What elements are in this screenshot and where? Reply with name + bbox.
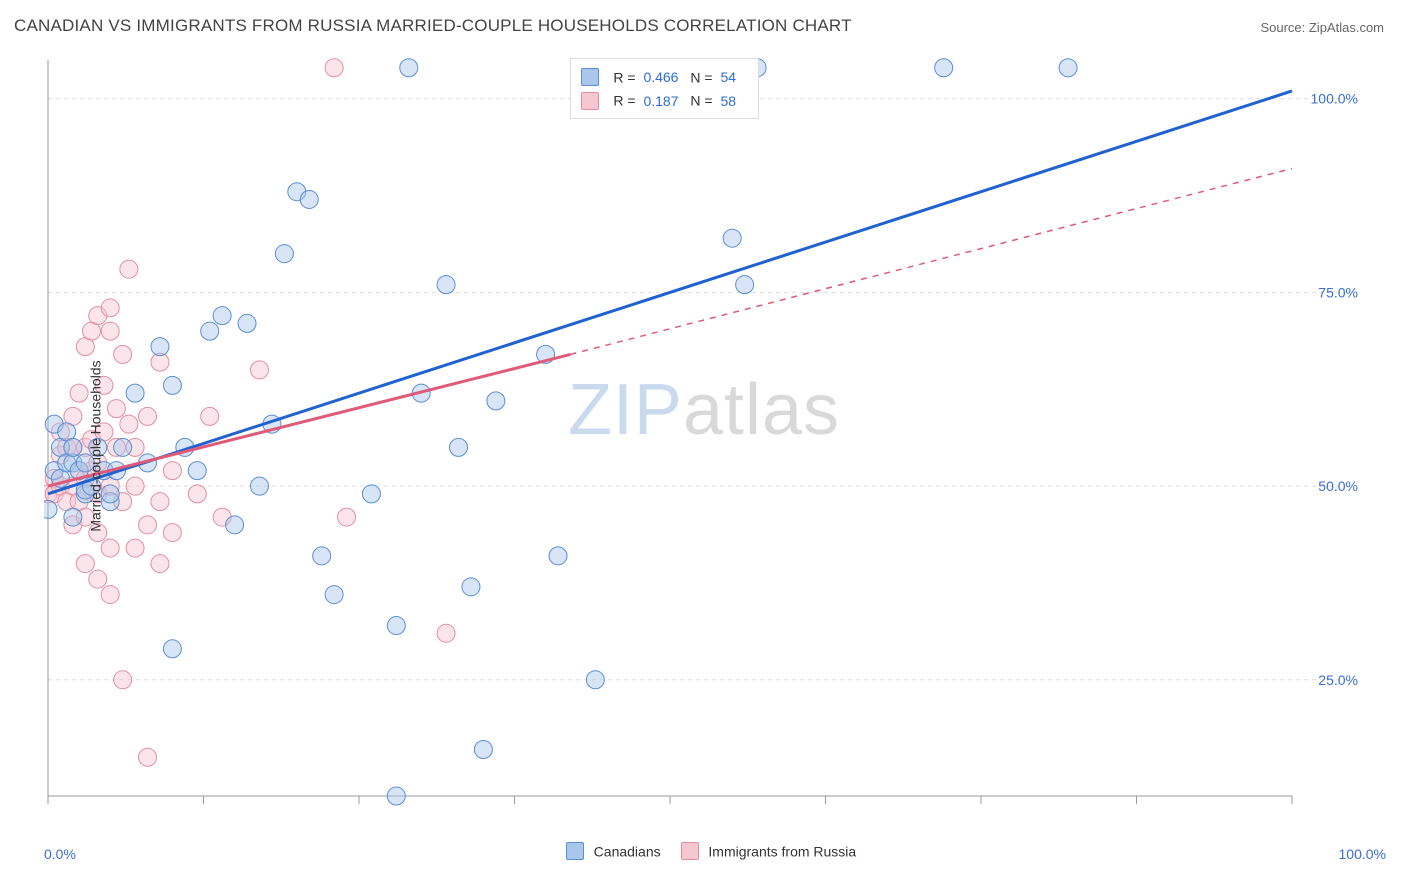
svg-text:100.0%: 100.0%: [1311, 91, 1358, 107]
n-label-2: N =: [690, 93, 712, 109]
svg-text:25.0%: 25.0%: [1318, 672, 1358, 688]
x-tick-max: 100.0%: [1339, 846, 1386, 862]
n-label: N =: [690, 69, 712, 85]
svg-text:75.0%: 75.0%: [1318, 284, 1358, 300]
stats-box: R = 0.466 N = 54 R = 0.187 N = 58: [570, 58, 759, 119]
r-value-blue: 0.466: [643, 69, 678, 85]
r-label: R =: [613, 69, 635, 85]
bottom-legend: Canadians Immigrants from Russia: [0, 842, 1406, 860]
x-tick-min: 0.0%: [44, 846, 76, 862]
legend-swatch-blue: [566, 842, 584, 860]
y-axis-label: Married-couple Households: [88, 360, 104, 531]
n-value-pink: 58: [720, 93, 736, 109]
legend-label-canadians: Canadians: [594, 843, 661, 859]
legend-swatch-pink: [681, 842, 699, 860]
stats-row-blue: R = 0.466 N = 54: [581, 65, 744, 88]
stats-row-pink: R = 0.187 N = 58: [581, 88, 744, 111]
svg-text:50.0%: 50.0%: [1318, 478, 1358, 494]
swatch-blue: [581, 68, 599, 86]
swatch-pink: [581, 92, 599, 110]
legend-label-russia: Immigrants from Russia: [708, 843, 856, 859]
source-attribution: Source: ZipAtlas.com: [1260, 20, 1384, 35]
r-label-2: R =: [613, 93, 635, 109]
chart-title: CANADIAN VS IMMIGRANTS FROM RUSSIA MARRI…: [14, 16, 852, 36]
plot-area: 25.0%50.0%75.0%100.0% ZIPatlas R = 0.466…: [44, 56, 1364, 826]
r-value-pink: 0.187: [643, 93, 678, 109]
n-value-blue: 54: [720, 69, 736, 85]
scatter-plot-svg: 25.0% 50.0% 75.0% 100.0%: [44, 56, 1364, 826]
